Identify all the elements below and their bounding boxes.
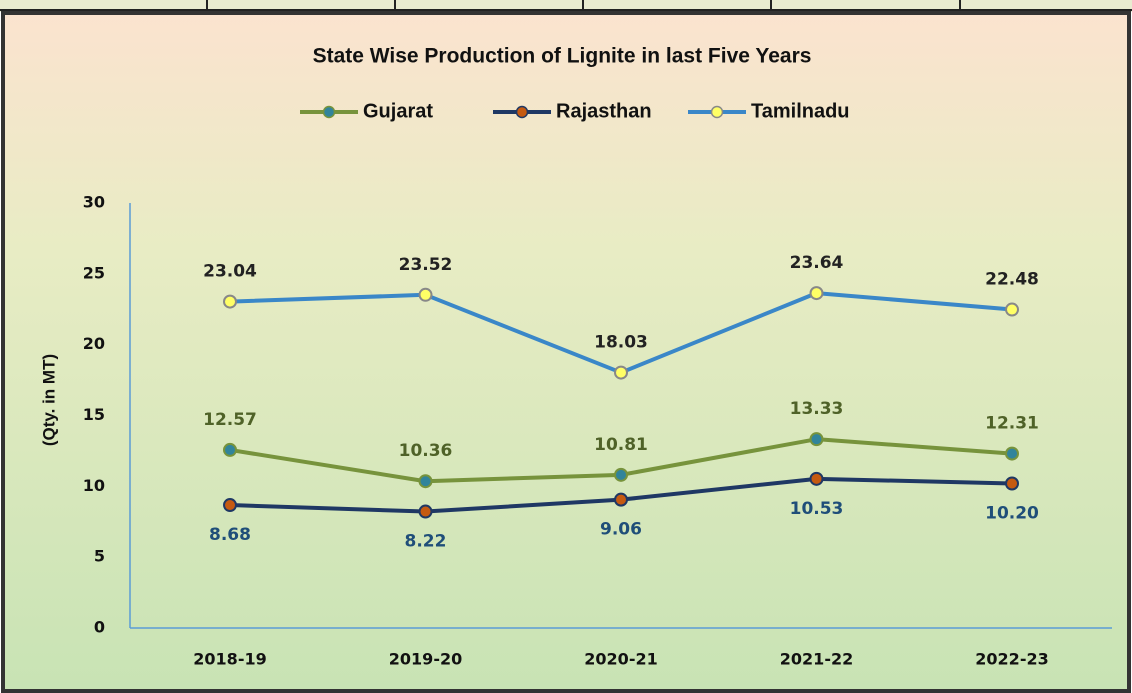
point [1005, 302, 1019, 317]
x-tick-label: 2021-22 [780, 650, 853, 669]
data-label: 12.57 [203, 410, 257, 430]
data-label: 22.48 [985, 270, 1039, 290]
x-tick-label: 2020-21 [584, 650, 657, 669]
legend-marker [322, 105, 336, 119]
legend-label: Gujarat [363, 100, 433, 122]
data-label: 23.64 [790, 253, 844, 273]
data-label: 10.20 [985, 504, 1039, 524]
chart-title: State Wise Production of Lignite in last… [313, 45, 812, 68]
x-tick-label: 2019-20 [389, 650, 462, 669]
point [223, 498, 237, 513]
y-tick-label: 0 [94, 618, 105, 637]
y-tick-label: 5 [94, 547, 105, 566]
point [1005, 446, 1019, 461]
point [614, 365, 628, 380]
data-label: 23.04 [203, 262, 257, 282]
legend-label: Rajasthan [556, 100, 652, 122]
data-label: 10.81 [594, 435, 648, 455]
data-label: 18.03 [594, 333, 648, 353]
legend-label: Tamilnadu [751, 100, 850, 122]
point [809, 471, 824, 486]
x-tick-label: 2018-19 [193, 650, 266, 669]
y-axis-label: (Qty. in MT) [39, 354, 58, 446]
y-tick-label: 20 [83, 334, 105, 353]
point [418, 504, 433, 519]
y-tick-label: 25 [83, 263, 105, 282]
point [223, 442, 237, 457]
y-tick-label: 10 [83, 476, 105, 495]
data-label: 8.68 [209, 525, 251, 545]
point [223, 294, 237, 309]
point [809, 286, 824, 301]
point [418, 474, 433, 489]
data-label: 8.22 [405, 532, 447, 552]
point [418, 287, 433, 302]
data-label: 12.31 [985, 414, 1039, 434]
data-label: 10.53 [790, 499, 844, 519]
data-label: 10.36 [399, 441, 453, 461]
point [614, 467, 628, 482]
y-tick-label: 15 [83, 405, 105, 424]
y-tick-label: 30 [83, 193, 105, 212]
x-tick-label: 2022-23 [975, 650, 1048, 669]
legend-marker [710, 105, 724, 119]
data-label: 13.33 [790, 399, 844, 419]
top-strip-cells [0, 0, 1132, 11]
data-label: 9.06 [600, 520, 642, 540]
data-label: 23.52 [399, 255, 453, 275]
legend-marker [515, 105, 529, 119]
point [809, 432, 824, 447]
point [1005, 476, 1019, 491]
point [614, 492, 628, 507]
